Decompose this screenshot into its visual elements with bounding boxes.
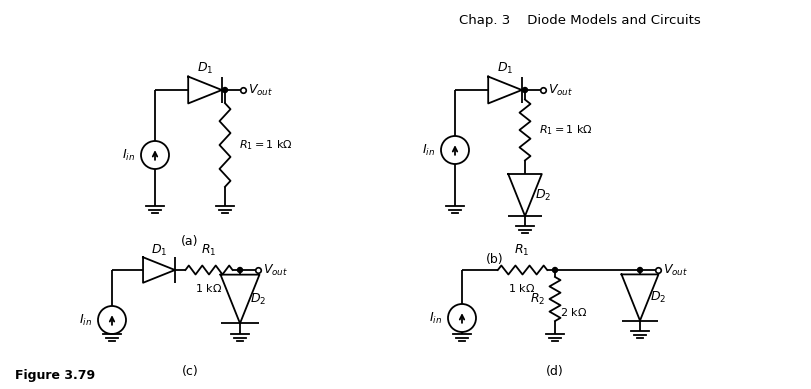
- Text: $R_1$: $R_1$: [201, 243, 217, 258]
- Text: $2\ \mathrm{k}\Omega$: $2\ \mathrm{k}\Omega$: [560, 306, 586, 318]
- Text: Figure 3.79: Figure 3.79: [15, 369, 95, 382]
- Text: (b): (b): [486, 253, 503, 266]
- Circle shape: [521, 88, 527, 93]
- Text: (d): (d): [546, 365, 563, 378]
- Text: (c): (c): [182, 365, 198, 378]
- Text: (a): (a): [181, 235, 199, 248]
- Text: $V_\mathregular{out}$: $V_\mathregular{out}$: [663, 263, 687, 277]
- Circle shape: [237, 268, 242, 273]
- Text: $1\ \mathrm{k}\Omega$: $1\ \mathrm{k}\Omega$: [508, 282, 535, 294]
- Text: $1\ \mathrm{k}\Omega$: $1\ \mathrm{k}\Omega$: [195, 282, 222, 294]
- Circle shape: [637, 268, 642, 273]
- Circle shape: [551, 268, 557, 273]
- Text: $R_1 = 1\ \mathrm{k}\Omega$: $R_1 = 1\ \mathrm{k}\Omega$: [238, 138, 293, 152]
- Text: $R_2$: $R_2$: [529, 291, 544, 307]
- Text: $D_1$: $D_1$: [196, 61, 213, 76]
- Text: $D_2$: $D_2$: [649, 290, 665, 305]
- Circle shape: [222, 88, 227, 93]
- Text: $D_2$: $D_2$: [250, 291, 266, 307]
- Text: $I_\mathregular{in}$: $I_\mathregular{in}$: [428, 310, 441, 326]
- Text: $D_1$: $D_1$: [151, 243, 167, 258]
- Text: $I_\mathregular{in}$: $I_\mathregular{in}$: [79, 312, 92, 328]
- Text: $R_1$: $R_1$: [513, 243, 529, 258]
- Text: $I_\mathregular{in}$: $I_\mathregular{in}$: [422, 142, 435, 158]
- Text: $D_1$: $D_1$: [496, 61, 513, 76]
- Text: $R_1 = 1\ \mathrm{k}\Omega$: $R_1 = 1\ \mathrm{k}\Omega$: [539, 123, 592, 137]
- Text: $V_\mathregular{out}$: $V_\mathregular{out}$: [247, 82, 272, 98]
- Text: $V_\mathregular{out}$: $V_\mathregular{out}$: [263, 263, 288, 277]
- Text: Chap. 3    Diode Models and Circuits: Chap. 3 Diode Models and Circuits: [458, 14, 700, 27]
- Text: $I_\mathregular{in}$: $I_\mathregular{in}$: [122, 147, 135, 163]
- Text: $V_\mathregular{out}$: $V_\mathregular{out}$: [547, 82, 573, 98]
- Text: $D_2$: $D_2$: [534, 187, 551, 203]
